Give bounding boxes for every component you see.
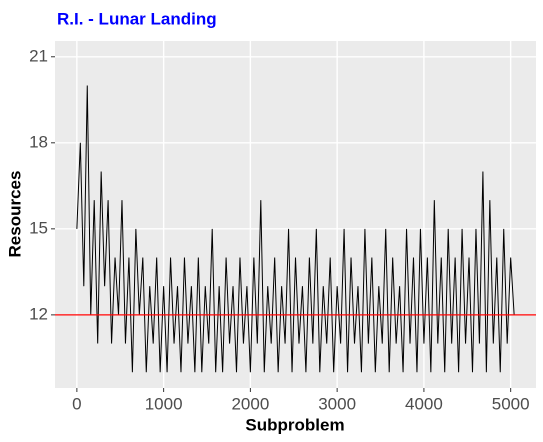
y-axis-label: Resources [5, 171, 24, 258]
y-tick-label: 18 [29, 132, 48, 151]
y-tick-label: 12 [29, 304, 48, 323]
panel [55, 41, 536, 388]
y-tick-label: 15 [29, 218, 48, 237]
chart-title: R.I. - Lunar Landing [57, 9, 217, 28]
y-tick-label: 21 [29, 46, 48, 65]
x-tick-label: 0 [72, 394, 81, 413]
x-tick-label: 4000 [405, 394, 443, 413]
data-line [76, 85, 515, 373]
x-tick-label: 5000 [492, 394, 530, 413]
x-tick-label: 1000 [145, 394, 183, 413]
x-tick-label: 2000 [231, 394, 269, 413]
x-tick-label: 3000 [318, 394, 356, 413]
x-axis-label: Subproblem [245, 415, 344, 434]
